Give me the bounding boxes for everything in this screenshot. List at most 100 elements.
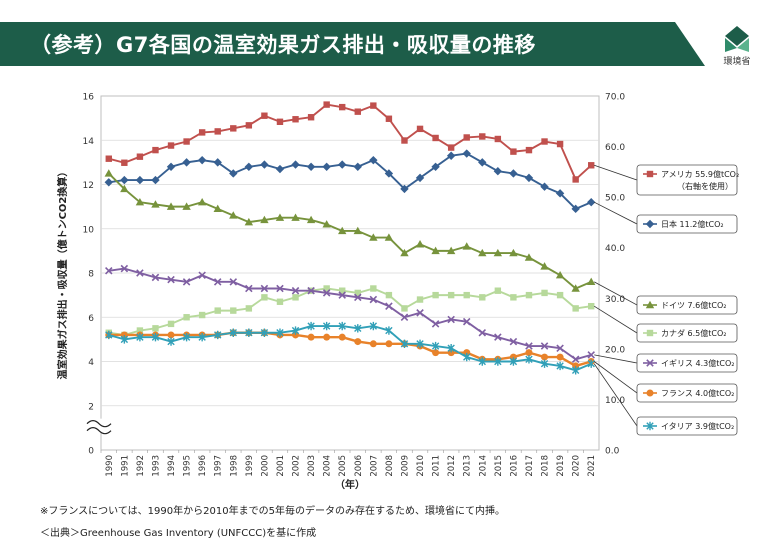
data-point	[260, 328, 269, 337]
x-tick-label: 1997	[214, 455, 224, 477]
data-point	[446, 246, 456, 255]
data-point	[105, 155, 112, 162]
data-point	[198, 271, 206, 279]
data-point	[167, 320, 175, 328]
x-tick-label: 2018	[541, 455, 551, 477]
data-point	[322, 321, 331, 331]
data-point	[275, 213, 285, 221]
data-point	[370, 285, 377, 292]
data-point	[525, 349, 533, 357]
y-tick-label: 6	[88, 314, 94, 324]
x-tick-label: 2015	[494, 455, 504, 477]
leader-line	[594, 354, 638, 364]
data-point	[322, 162, 331, 171]
data-point	[432, 349, 440, 357]
data-point	[431, 162, 440, 171]
data-point	[245, 328, 253, 337]
data-point	[401, 137, 408, 144]
label-box	[636, 383, 738, 403]
plot-area	[100, 95, 600, 451]
data-point	[167, 275, 175, 284]
data-point	[229, 169, 238, 178]
x-tick-label: 1999	[245, 455, 255, 477]
leader-line	[593, 363, 638, 427]
series-label-text: アメリカ 55.9億tCO₂	[661, 169, 739, 179]
y-tick-label: 10	[83, 225, 95, 235]
x-tick-label: 2003	[307, 455, 317, 477]
data-point	[261, 112, 268, 119]
data-point	[167, 337, 175, 346]
data-point	[338, 291, 346, 299]
label-box	[636, 323, 738, 343]
data-point	[401, 305, 408, 312]
data-point	[556, 361, 564, 371]
data-point	[524, 173, 534, 183]
series-カナダ	[105, 285, 595, 339]
x-tick-label: 2005	[338, 455, 348, 477]
y-tick-label: 14	[83, 137, 95, 147]
data-point	[166, 202, 176, 210]
data-point	[462, 149, 471, 158]
data-point	[400, 313, 409, 322]
series-label-日本: 日本 11.2億tCO₂	[594, 201, 738, 234]
data-point	[587, 277, 596, 286]
data-point	[540, 342, 549, 350]
series-label-text: ドイツ 7.6億tCO₂	[661, 300, 727, 310]
data-point	[541, 289, 548, 297]
series-label-カナダ: カナダ 6.5億tCO₂	[594, 305, 738, 343]
data-point	[385, 291, 393, 299]
data-point	[385, 326, 393, 335]
series-label-イタリア: イタリア 3.9億tCO₂	[593, 363, 738, 436]
x-tick-label: 1990	[105, 455, 115, 477]
series-label-アメリカ: アメリカ 55.9億tCO₂ （右軸を使用）	[594, 164, 739, 196]
data-point	[198, 129, 206, 136]
x-tick-label: 2009	[400, 455, 410, 477]
data-point	[135, 175, 145, 185]
y2-tick-label: 60.0	[605, 143, 625, 153]
data-point	[646, 170, 654, 178]
x-tick-label: 2004	[323, 455, 333, 477]
data-point	[244, 162, 254, 171]
y-tick-label: 8	[88, 270, 94, 280]
data-point	[385, 302, 393, 310]
data-point	[353, 226, 362, 235]
data-point	[354, 293, 362, 302]
data-point	[646, 389, 654, 397]
series-label-フランス: フランス 4.0億tCO₂	[593, 361, 738, 403]
data-point	[447, 344, 455, 353]
data-point	[182, 332, 191, 342]
data-point	[338, 160, 347, 169]
emissions-chart: 0 2 4 6 8 10 12 14 16 0.0 10.0 20.0 30.0 40.0 50.0 60.0…	[56, 93, 739, 492]
x-tick-label: 2020	[572, 455, 582, 477]
data-point	[214, 330, 222, 340]
data-point	[510, 148, 517, 155]
leader-line	[594, 305, 638, 334]
x-tick-label: 2019	[556, 455, 566, 477]
data-point	[197, 155, 207, 165]
axis-break-mask	[85, 418, 113, 433]
data-point	[478, 158, 487, 167]
data-point	[384, 233, 394, 241]
title-banner	[0, 22, 705, 66]
data-point	[198, 332, 206, 342]
data-point	[292, 116, 299, 123]
data-point	[151, 332, 160, 342]
leader-line	[594, 281, 638, 306]
data-point	[447, 144, 455, 151]
data-point	[213, 278, 222, 286]
data-point	[540, 262, 549, 270]
data-point	[230, 307, 237, 314]
data-point	[587, 359, 595, 368]
series-label-note: （右軸を使用）	[677, 181, 733, 191]
data-point	[323, 285, 330, 292]
leader-line	[593, 361, 638, 394]
data-point	[509, 337, 518, 346]
data-point	[322, 220, 331, 228]
data-point	[572, 305, 579, 312]
data-point	[152, 146, 159, 154]
data-point	[416, 296, 424, 303]
data-point	[105, 330, 113, 340]
data-point	[509, 248, 518, 257]
data-point	[540, 359, 549, 368]
x-tick-label: 1998	[229, 455, 239, 477]
